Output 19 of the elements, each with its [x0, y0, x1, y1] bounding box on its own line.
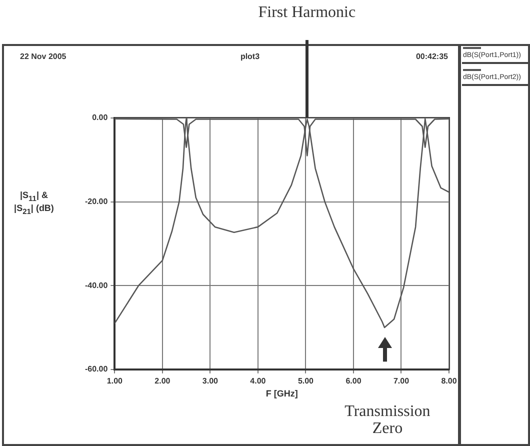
text: |S$_{11}$| & |S$_{21}$| (dB) [14, 190, 54, 216]
x-tick-label: 7.00 [393, 376, 410, 386]
y-tick-label: -60.00 [84, 364, 108, 374]
text: 22 Nov 2005 [20, 52, 66, 61]
x-tick-label: 5.00 [298, 376, 314, 386]
text: plot3 [239, 52, 261, 61]
y-tick-label: 0.00 [92, 113, 108, 122]
x-tick-label: 3.00 [202, 376, 219, 386]
x-tick-label: 4.00 [250, 376, 266, 386]
x-tick-label: 6.00 [346, 376, 362, 386]
x-tick-label: 2.00 [154, 376, 171, 386]
text: 00:42:35 [416, 52, 448, 61]
y-tick-label: -20.00 [84, 197, 108, 206]
x-tick-label: 1.00 [106, 376, 124, 386]
text: Transmission Zero [344, 403, 432, 438]
text: First Harmonic [257, 4, 357, 21]
x-axis-title: F [GHz] [266, 388, 298, 398]
y-tick-label: -40.00 [84, 280, 108, 290]
x-tick-label: 8.00 [441, 376, 458, 386]
